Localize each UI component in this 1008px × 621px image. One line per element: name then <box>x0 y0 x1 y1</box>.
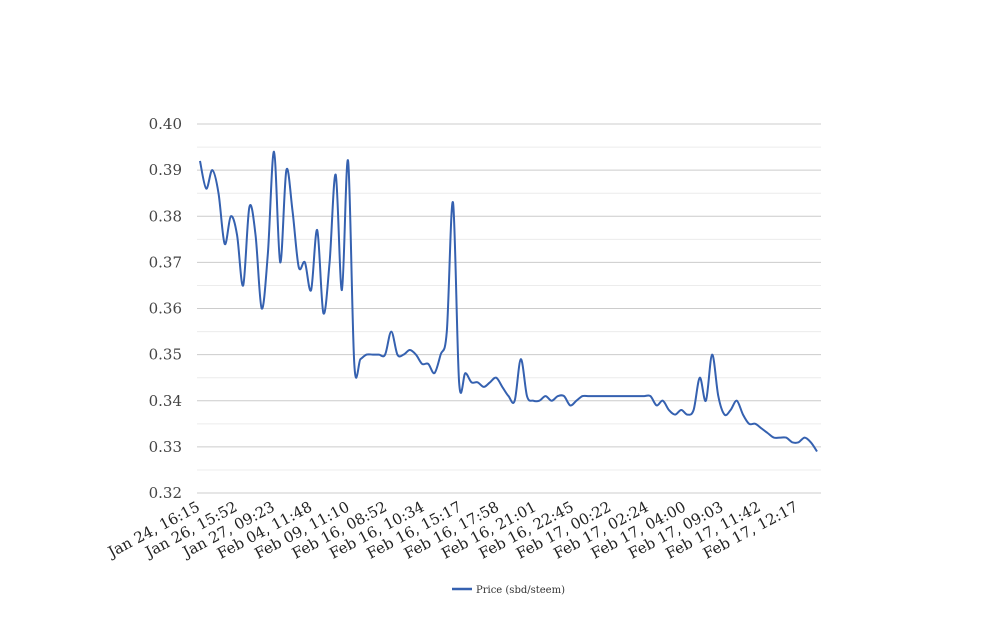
y-tick-label: 0.38 <box>149 207 182 225</box>
y-tick-label: 0.39 <box>149 161 182 179</box>
legend-label: Price (sbd/steem) <box>476 585 565 596</box>
y-tick-label: 0.33 <box>149 438 182 456</box>
series-line-price <box>199 150 818 453</box>
y-axis-ticks: 0.40 0.39 0.38 0.37 0.36 0.35 0.34 0.33 0.32 <box>149 115 182 502</box>
series-lines <box>199 150 818 453</box>
y-tick-label: 0.36 <box>149 300 182 318</box>
gridlines <box>197 123 821 494</box>
y-tick-label: 0.34 <box>149 392 182 410</box>
y-tick-label: 0.35 <box>149 346 182 364</box>
y-tick-label: 0.32 <box>149 484 182 502</box>
y-tick-label: 0.37 <box>149 253 182 271</box>
y-tick-label: 0.40 <box>149 115 182 133</box>
legend: Price (sbd/steem) <box>452 585 565 596</box>
